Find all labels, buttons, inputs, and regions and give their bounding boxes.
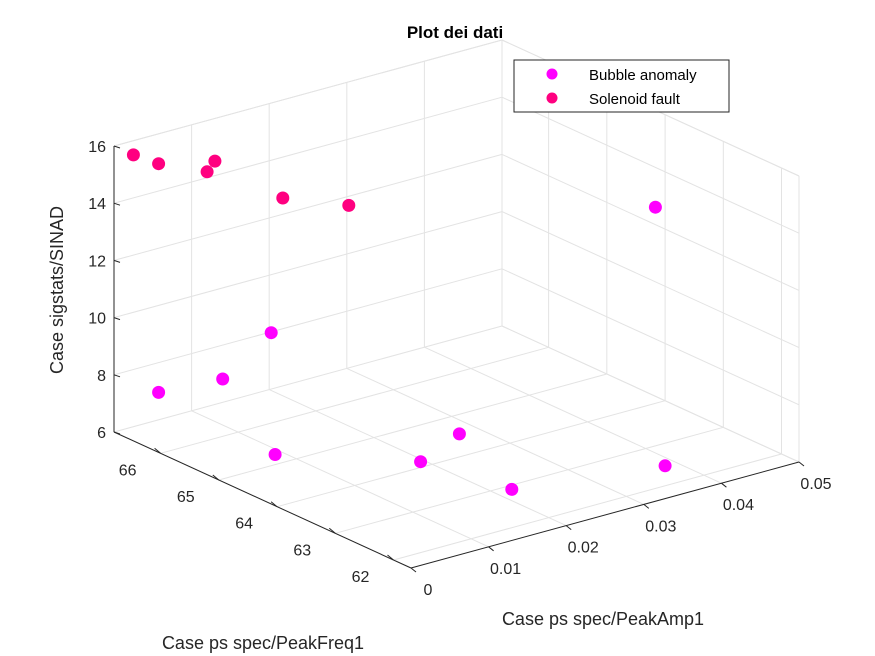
bubble-anomaly-point [452,427,466,441]
x-tick-mark [721,482,727,488]
grid-line-floor-y [218,373,607,481]
x-tick-label: 0.02 [568,540,599,557]
x-tick-label: 0.04 [723,497,754,514]
box-edge [113,39,503,147]
legend: Bubble anomaly Solenoid fault [513,59,730,113]
y-tick-label: 62 [352,569,370,586]
solenoid-fault-point [200,165,214,179]
solenoid-fault-point [126,148,140,162]
z-tick-label: 6 [97,425,106,442]
y-tick-mark [154,447,161,454]
grid-line-back-z [113,96,503,204]
z-tick-label: 8 [97,368,106,385]
y-tick-label: 64 [235,516,253,533]
y-tick-mark [212,474,220,481]
legend-label-solenoid-fault: Solenoid fault [589,91,681,108]
legend-box [513,59,730,113]
grid-line-back-z [113,268,503,376]
x-tick-label: 0 [424,582,433,599]
z-tick-label: 12 [88,253,106,270]
bubble-anomaly-point [268,448,282,461]
bubble-anomaly-point [264,326,278,340]
bubble-anomaly-point [505,482,519,496]
tick-labels: 00.010.020.030.040.056263646566681012141… [88,139,831,599]
bubble-anomaly-point [216,372,230,386]
z-tick-mark [113,145,121,149]
x-tick-mark [488,546,494,552]
x-tick-mark [643,504,650,509]
y-tick-label: 63 [293,542,311,559]
y-tick-mark [328,527,336,534]
z-tick-mark [113,374,121,378]
y-axis-line [113,431,412,569]
z-tick-mark [113,259,121,263]
x-tick-mark [565,525,572,530]
grid-line-floor-y [335,426,724,534]
bubble-anomaly-point [658,459,672,473]
grid-line-side-z [501,96,800,234]
grid-line-floor-x [346,367,645,505]
y-axis-label: Case ps spec/PeakFreq1 [162,633,364,653]
grid-line-back-z [113,153,503,261]
y-tick-mark [387,554,394,561]
solenoid-fault-point [276,191,290,205]
z-axis-label: Case sigstats/SINAD [47,206,67,374]
x-tick-mark [798,461,805,467]
grid-line-floor-x [424,346,722,484]
bubble-anomaly-point [648,200,662,214]
x-axis-label: Case ps spec/PeakAmp1 [502,609,704,629]
grid-line-floor-y [276,400,666,508]
grid-line-floor-y [160,346,549,454]
bubble-anomaly-point [152,385,166,399]
axes [113,145,805,573]
y-tick-mark [270,501,278,508]
z-tick-label: 10 [88,311,106,328]
y-tick-label: 65 [177,489,195,506]
grid [113,39,800,569]
grid-line-side-z [501,211,800,349]
grid-line-side-z [501,153,800,291]
y-tick-label: 66 [119,462,137,479]
grid-line-floor-y [393,453,782,561]
legend-marker-solenoid-fault [546,92,558,104]
grid-line-floor-x [191,410,489,548]
z-tick-mark [113,317,121,321]
grid-line-side-z [501,268,800,406]
x-tick-mark [410,567,417,573]
grid-line-back-z [113,211,503,319]
x-axis-line [410,461,800,569]
grid-line-back-z [113,325,503,433]
chart-title: Plot dei dati [407,23,503,42]
solenoid-fault-point [208,154,222,168]
solenoid-fault-point [342,198,356,212]
z-tick-mark [113,431,121,435]
x-tick-label: 0.01 [490,561,521,578]
x-tick-label: 0.03 [645,518,676,535]
grid-line-side-z [501,325,800,463]
x-tick-label: 0.05 [800,476,831,493]
legend-label-bubble-anomaly: Bubble anomaly [589,67,697,84]
data-points [126,148,672,496]
solenoid-fault-point [152,157,166,171]
z-tick-label: 14 [88,196,106,213]
legend-marker-bubble-anomaly [546,68,558,80]
z-tick-mark [113,202,121,206]
bubble-anomaly-point [414,455,428,469]
z-tick-label: 16 [88,139,106,156]
